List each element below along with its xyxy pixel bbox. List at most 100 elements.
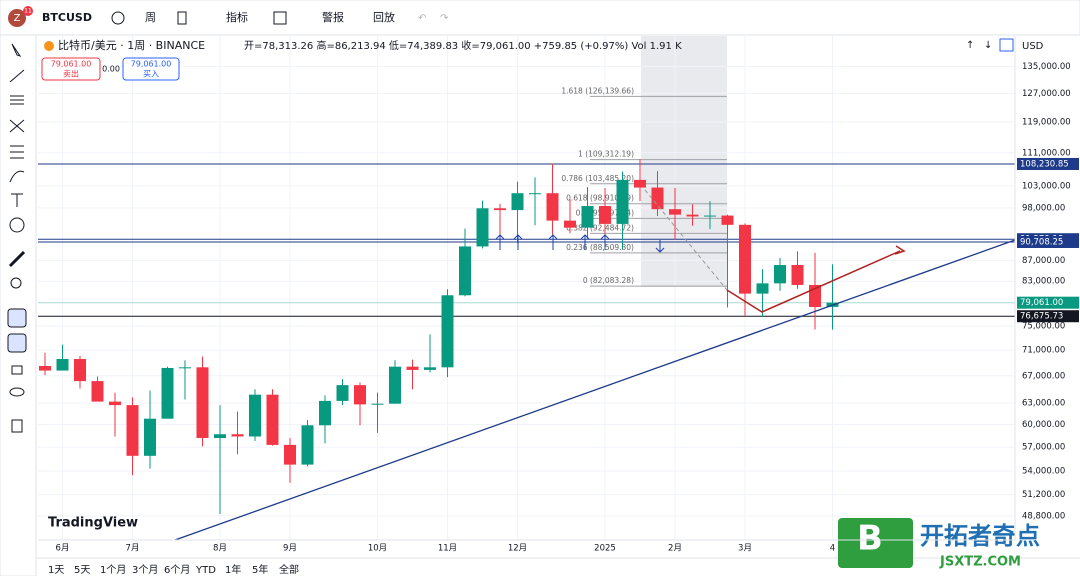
candle-body xyxy=(214,434,226,439)
range-button[interactable]: 3个月 xyxy=(132,564,158,576)
candle-body xyxy=(564,220,576,228)
range-button[interactable]: 5天 xyxy=(74,565,90,576)
y-tick-label: 54,000.00 xyxy=(1022,467,1065,477)
candle-body xyxy=(319,400,331,426)
candle-body xyxy=(371,403,384,405)
left-toolbar xyxy=(0,34,37,577)
y-tick-label: 63,000.00 xyxy=(1022,398,1065,408)
price-tag xyxy=(1017,310,1079,323)
candle-body xyxy=(616,179,629,224)
candle-body xyxy=(651,187,664,210)
price-tag xyxy=(1017,296,1079,309)
chart-type[interactable] xyxy=(177,11,187,25)
x-tick-label: 2月 xyxy=(668,544,682,554)
range-button[interactable]: 1个月 xyxy=(100,564,126,576)
range-button[interactable]: 1年 xyxy=(225,563,241,576)
y-tick-label: 87,000.00 xyxy=(1022,256,1065,266)
magnet-tool[interactable] xyxy=(7,308,27,328)
avatar-letter: Z xyxy=(14,13,21,24)
pattern-tool[interactable] xyxy=(9,119,25,133)
y-tick-label: 71,000.00 xyxy=(1022,346,1065,356)
candle-body xyxy=(441,295,454,368)
candle-body xyxy=(669,209,681,215)
emoji-tool[interactable] xyxy=(9,217,25,233)
alert[interactable]: 警报 xyxy=(322,10,344,24)
avatar[interactable] xyxy=(8,9,26,27)
fib-box xyxy=(641,36,727,287)
stay-drawing[interactable] xyxy=(7,333,27,353)
replay[interactable]: 回放 xyxy=(373,10,395,24)
zoom-tool[interactable] xyxy=(10,277,22,289)
lock-tool[interactable] xyxy=(11,365,23,375)
candle-body xyxy=(266,394,279,445)
y-tick-label: 98,000.00 xyxy=(1022,203,1065,213)
y-tick-label: 75,000.00 xyxy=(1022,321,1065,331)
y-tick-label: 119,000.00 xyxy=(1022,118,1071,128)
layouts[interactable] xyxy=(273,11,287,25)
fib-label: 1.618 (126,139.66) xyxy=(561,86,634,95)
ruler-tool[interactable] xyxy=(8,250,26,268)
fib-label: 0.786 (103,485.20) xyxy=(561,174,634,183)
candle-body xyxy=(721,215,734,225)
candle-body xyxy=(424,367,436,370)
indicators[interactable]: 指标 xyxy=(226,10,248,24)
candle-body xyxy=(179,367,191,369)
x-tick-label: 8月 xyxy=(213,544,227,554)
candle-body xyxy=(476,208,489,247)
candle-body xyxy=(791,265,804,285)
sell-button[interactable] xyxy=(41,57,101,81)
currency[interactable]: USD xyxy=(1022,41,1044,52)
candle-body xyxy=(581,206,594,228)
add-symbol[interactable] xyxy=(111,11,125,25)
x-tick-label: 12月 xyxy=(508,544,527,554)
arrow-head xyxy=(894,245,906,255)
price-tag xyxy=(1017,235,1079,248)
candle-body xyxy=(284,444,296,465)
x-tick-label: 2025 xyxy=(594,544,616,554)
fib-tool[interactable] xyxy=(10,95,24,105)
candle-body xyxy=(774,265,786,284)
fib-label: 0.618 (98,910.79) xyxy=(566,194,634,203)
brush-tool[interactable] xyxy=(9,170,25,183)
candle-body xyxy=(336,385,349,401)
symbol-name: 比特币/美元 · 1周 · BINANCE xyxy=(58,38,205,52)
range-button[interactable]: 6个月 xyxy=(164,564,190,576)
layout-toggle[interactable] xyxy=(999,38,1014,52)
y-tick-label: 48,800.00 xyxy=(1022,511,1065,521)
candle-body xyxy=(599,206,611,224)
price-tag-label: 76,675.73 xyxy=(1020,312,1063,322)
interval[interactable]: 周 xyxy=(145,11,156,24)
range-button[interactable]: 1天 xyxy=(48,565,64,576)
fib-label: 0.382 (92,484.72) xyxy=(566,223,634,232)
range-button[interactable]: 5年 xyxy=(252,563,268,576)
x-tick-label: 6月 xyxy=(56,544,70,554)
redo[interactable]: ↷ xyxy=(440,13,449,24)
price-tag xyxy=(1017,157,1079,170)
site-name: 开拓者奇点 xyxy=(920,522,1040,550)
wave-arrows xyxy=(495,234,665,253)
y-tick-label: 103,000.00 xyxy=(1022,181,1071,191)
text-tool[interactable] xyxy=(11,193,23,207)
symbol[interactable]: BTCUSD xyxy=(42,11,92,24)
undo[interactable]: ↶ xyxy=(418,13,426,24)
candle-body xyxy=(196,367,209,439)
scroll-up[interactable]: ↑ xyxy=(966,40,974,51)
candle-body xyxy=(354,385,366,405)
cursor-tool[interactable] xyxy=(11,43,22,57)
line-tool[interactable] xyxy=(9,69,25,83)
x-tick-label: 3月 xyxy=(738,544,752,554)
delete-tool[interactable] xyxy=(11,419,23,433)
candle-body xyxy=(91,381,104,402)
range-button[interactable]: 全部 xyxy=(279,563,299,576)
candle-body xyxy=(686,214,699,217)
sell-label: 卖出 xyxy=(63,69,79,79)
y-tick-label: 135,000.00 xyxy=(1022,62,1071,72)
visibility-tool[interactable] xyxy=(9,387,25,397)
y-tick-label: 111,000.00 xyxy=(1022,148,1071,158)
forecast-tool[interactable] xyxy=(10,145,24,159)
buy-button[interactable] xyxy=(122,57,180,81)
price-tag-label: 108,230.85 xyxy=(1020,159,1069,169)
scroll-down[interactable]: ↓ xyxy=(984,40,992,51)
range-button[interactable]: YTD xyxy=(195,565,216,576)
sell-price: 79,061.00 xyxy=(51,60,92,69)
